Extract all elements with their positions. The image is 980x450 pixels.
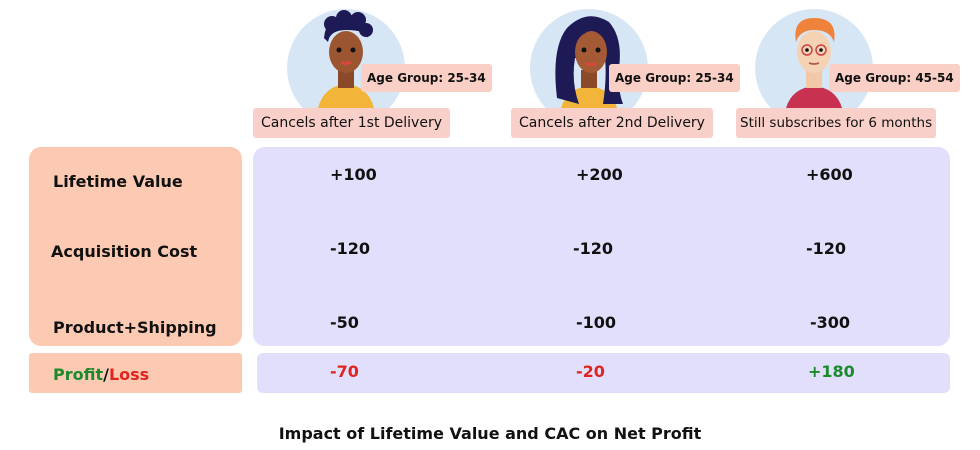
persona-1-avatar-icon <box>287 9 405 108</box>
persona-2-avatar <box>527 8 651 108</box>
lifetime-value-cell-1: +100 <box>330 165 377 184</box>
product-shipping-cell-3: -300 <box>810 313 851 332</box>
persona-1-behavior-label: Cancels after 1st Delivery <box>253 108 450 138</box>
product-shipping-cell-2: -100 <box>576 313 617 332</box>
profit-loss-values-panel <box>257 353 950 393</box>
persona-3-behavior-label: Still subscribes for 6 months <box>736 108 937 138</box>
metric-label-panel <box>29 147 242 346</box>
diagram-caption: Impact of Lifetime Value and CAC on Net … <box>278 424 702 443</box>
persona-2-age-badge: Age Group: 25-34 <box>609 64 740 92</box>
profit-loss-label: Profit/Loss <box>53 365 149 384</box>
acquisition-cost-cell-1: -120 <box>330 239 371 258</box>
acquisition-cost-cell-2: -120 <box>573 239 614 258</box>
persona-2-behavior-label: Cancels after 2nd Delivery <box>511 108 713 138</box>
profit-loss-cell-2: -20 <box>576 362 605 381</box>
profit-loss-label-panel <box>29 353 242 393</box>
acquisition-cost-cell-3: -120 <box>806 239 847 258</box>
lifetime-value-cell-2: +200 <box>576 165 623 184</box>
lifetime-value-cell-3: +600 <box>806 165 853 184</box>
persona-1-avatar <box>284 8 408 108</box>
persona-3-avatar-icon <box>755 9 873 108</box>
metric-values-panel <box>253 147 950 346</box>
profit-loss-slash: / <box>103 365 109 384</box>
lifetime-value-label: Lifetime Value <box>53 172 183 191</box>
product-shipping-label: Product+Shipping <box>53 318 217 337</box>
persona-3-avatar <box>752 8 876 108</box>
loss-word: Loss <box>108 365 150 384</box>
profit-loss-cell-3: +180 <box>808 362 855 381</box>
profit-loss-cell-1: -70 <box>330 362 359 381</box>
persona-1-age-badge: Age Group: 25-34 <box>361 64 492 92</box>
product-shipping-cell-1: -50 <box>330 313 359 332</box>
persona-2-avatar-icon <box>530 9 648 108</box>
acquisition-cost-label: Acquisition Cost <box>51 242 198 261</box>
profit-word: Profit <box>53 365 104 384</box>
persona-3-age-badge: Age Group: 45-54 <box>829 64 960 92</box>
